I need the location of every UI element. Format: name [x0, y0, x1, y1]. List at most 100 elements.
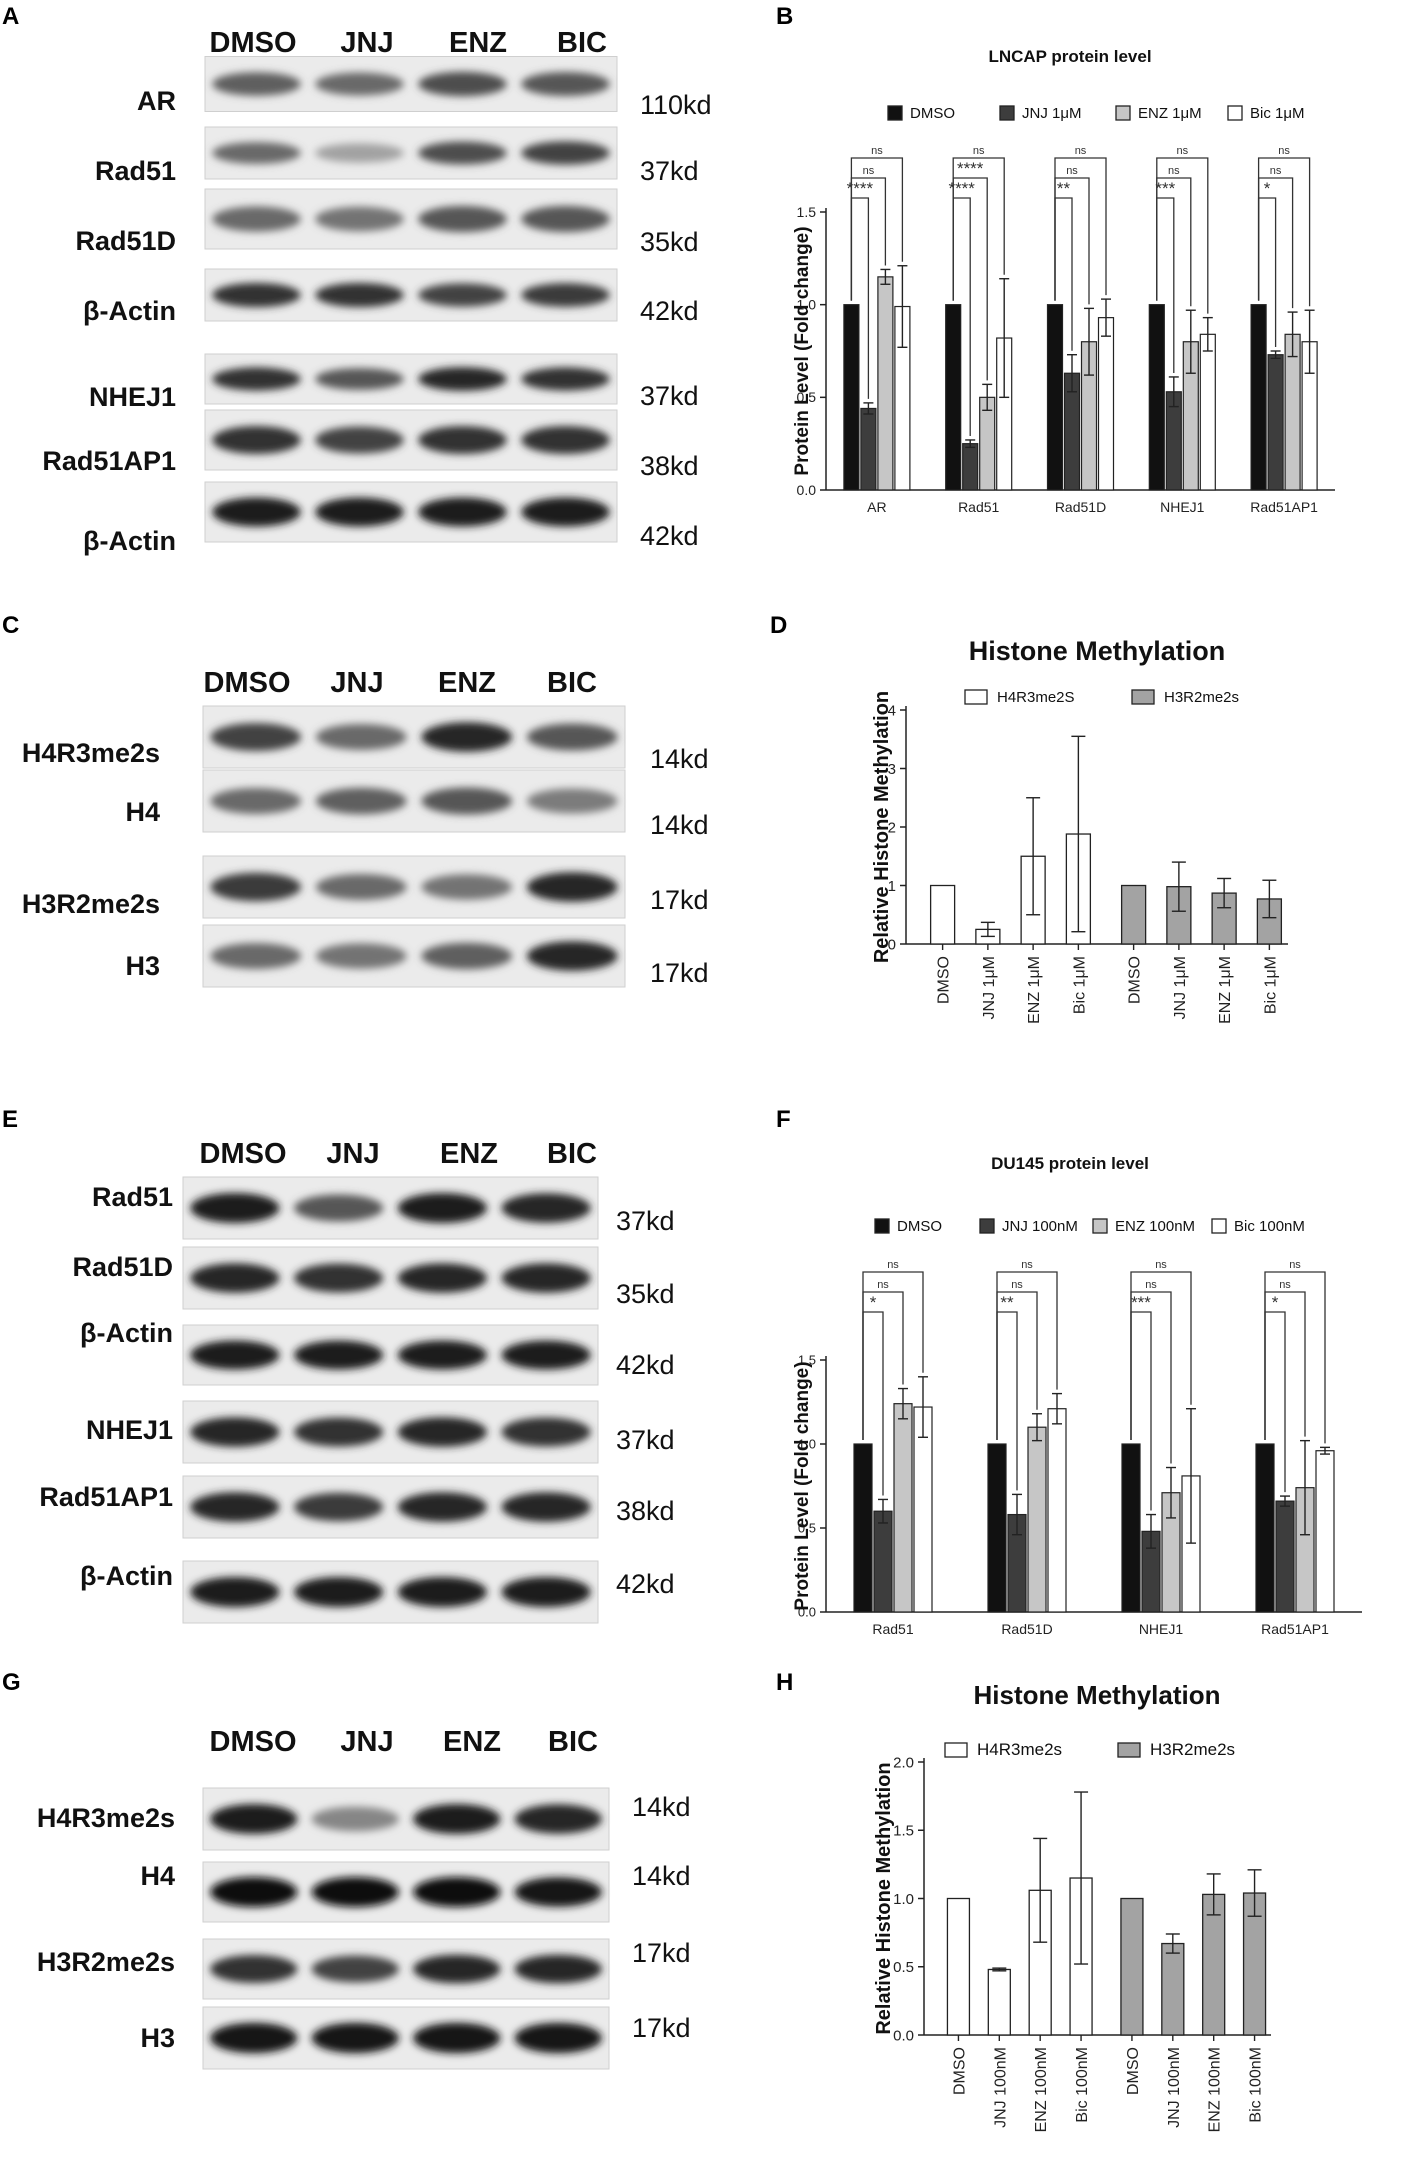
y-tick-label: 1.5 [798, 1353, 816, 1368]
significance-bracket [862, 1271, 924, 1440]
blot-band [212, 142, 301, 164]
x-category-label: Rad51 [872, 1621, 913, 1637]
significance-label: ns [887, 1259, 899, 1271]
blot-band [190, 1340, 280, 1370]
blot-band [315, 143, 404, 163]
legend-swatch [874, 1218, 890, 1234]
blot-band [418, 283, 507, 307]
blot-band [501, 1263, 591, 1293]
blot-band [294, 1340, 384, 1370]
significance-label: ** [1057, 179, 1071, 198]
blot-band [418, 425, 507, 455]
legend-swatch [1117, 1742, 1141, 1758]
blot-band [397, 1576, 487, 1608]
significance-bracket [952, 157, 1005, 301]
blot-kd-label: 17kd [632, 2013, 691, 2043]
significance-bracket [996, 1271, 1058, 1440]
blot-band [521, 425, 610, 455]
legend-label: DMSO [910, 105, 955, 122]
blot-lane-label-jnj: JNJ [330, 667, 383, 699]
blot-band [311, 1806, 399, 1832]
bar [1275, 1500, 1295, 1613]
bar [1027, 1426, 1047, 1613]
blot-band [315, 368, 404, 390]
blot-band [521, 141, 610, 165]
blot-row-label: H3 [140, 2023, 175, 2053]
blot-kd-label: 35kd [616, 1279, 675, 1309]
bar [987, 1443, 1007, 1613]
blot-kd-label: 37kd [616, 1425, 675, 1455]
blot-row-label: Rad51D [75, 226, 176, 256]
bar [1255, 1443, 1275, 1613]
blot-band [294, 1263, 384, 1293]
x-category-label: Rad51AP1 [1250, 499, 1318, 515]
legend-label: ENZ 1μM [1138, 105, 1202, 122]
bar [962, 443, 979, 491]
significance-bracket [1130, 1271, 1192, 1440]
blot-row-label: β-Actin [80, 1318, 173, 1348]
blot-row-label: H3R2me2s [37, 1947, 175, 1977]
blot-band [514, 2022, 602, 2054]
blot-band [210, 1954, 298, 1984]
blot-band [212, 497, 301, 527]
significance-label: ns [1279, 1279, 1291, 1291]
blot-band [315, 282, 404, 308]
y-tick-label: 4 [888, 702, 896, 719]
significance-label: * [870, 1293, 877, 1312]
panel-label-e: E [2, 1106, 18, 1133]
blot-band [190, 1417, 280, 1447]
bar [1267, 354, 1284, 491]
significance-label: ** [1000, 1293, 1014, 1312]
blot-row-label: β-Actin [83, 296, 176, 326]
blot-lane-label-bic: BIC [547, 667, 597, 699]
significance-label: **** [948, 179, 975, 198]
significance-label: ns [1270, 165, 1282, 177]
bar [1315, 1450, 1335, 1613]
blot-lane-label-enz: ENZ [443, 1726, 501, 1758]
blot-band [514, 1877, 602, 1907]
bar [1250, 304, 1267, 491]
significance-label: ns [1155, 1259, 1167, 1271]
x-category-label: Bic 1μM [1071, 956, 1088, 1014]
legend-swatch [887, 105, 903, 121]
y-axis-label: Protein Level (Fold change) [792, 1361, 813, 1610]
legend-label: H3R2me2s [1150, 1740, 1235, 1759]
blot-band [521, 283, 610, 307]
x-category-label: Rad51D [1001, 1621, 1052, 1637]
blot-band [294, 1576, 384, 1608]
blot-lane-label-bic: BIC [547, 1138, 597, 1170]
y-tick-label: 1.0 [798, 1437, 816, 1452]
significance-label: *** [1131, 1293, 1151, 1312]
significance-label: *** [1155, 179, 1175, 198]
legend-label: DMSO [897, 1218, 942, 1235]
blot-band [397, 1417, 487, 1447]
x-category-label: Bic 100nM [1074, 2047, 1091, 2123]
chart-histone-methylation-du145: Histone Methylation 0.0 0.5 1.0 1.5 2.0Relati… [873, 1680, 1271, 2132]
x-category-label: DMSO [1125, 2047, 1142, 2095]
panel-label-a: A [2, 3, 19, 30]
blot-band [210, 722, 302, 752]
y-tick-label: 0.0 [798, 1605, 816, 1620]
bar [1097, 317, 1115, 491]
blot-kd-label: 42kd [640, 296, 699, 326]
blot-row-label: Rad51AP1 [42, 446, 176, 476]
legend-label: Bic 100nM [1234, 1218, 1305, 1235]
bar [1047, 1408, 1067, 1613]
significance-label: ns [973, 145, 985, 157]
blot-lane-label-dmso: DMSO [200, 1138, 287, 1170]
blot-kd-label: 17kd [650, 885, 709, 915]
significance-label: ns [1289, 1259, 1301, 1271]
significance-bracket [1264, 1271, 1326, 1444]
bar [1046, 304, 1064, 491]
blot-band [311, 2022, 399, 2054]
bar [1148, 304, 1165, 491]
blot-band [501, 1340, 591, 1370]
significance-label: ns [1011, 1279, 1023, 1291]
blot-kd-label: 42kd [616, 1569, 675, 1599]
blot-band [315, 943, 407, 969]
blot-kd-label: 14kd [632, 1861, 691, 1891]
y-tick-label: 2 [888, 819, 896, 836]
blot-band [521, 497, 610, 527]
x-category-label: ENZ 100nM [1207, 2047, 1224, 2132]
blot-band [521, 72, 610, 96]
